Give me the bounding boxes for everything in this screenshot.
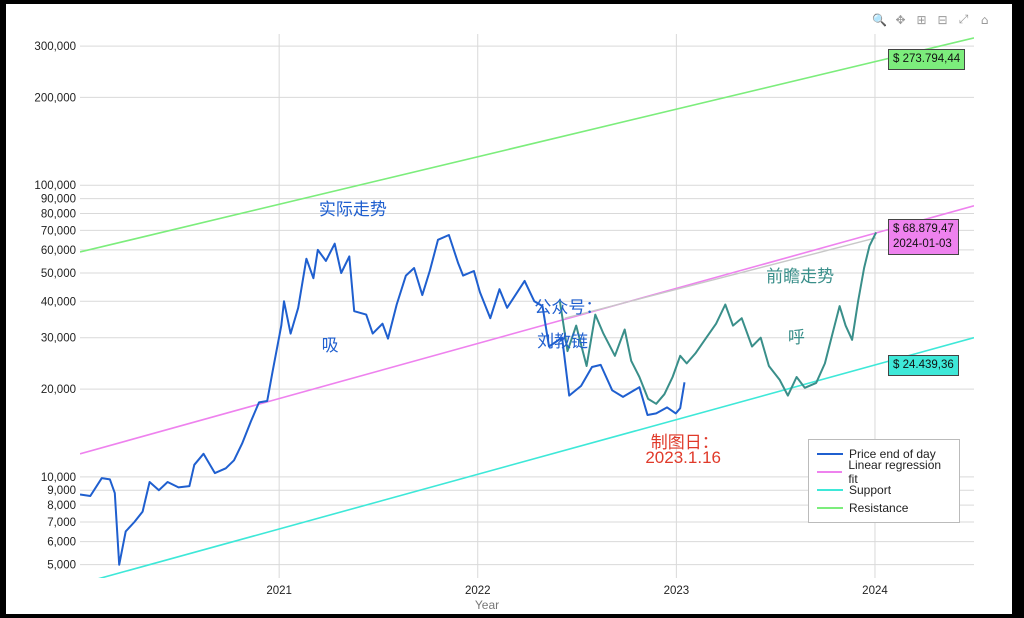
annotation-actual-trend: 实际走势 xyxy=(318,199,387,219)
legend-label: Support xyxy=(849,483,892,497)
annotation-wechat-name: 刘教链 xyxy=(537,331,589,351)
annotation-chart-date-label: 制图日： xyxy=(650,432,719,452)
x-tick-label: 2021 xyxy=(266,585,292,597)
annotation-chart-date: 2023.1.16 xyxy=(645,448,721,468)
chart-toolbar: 🔍 ✥ ⊞ ⊟ ⤢ ⌂ xyxy=(872,12,992,27)
y-tick-label: 100,000 xyxy=(34,180,76,192)
x-tick-label: 2024 xyxy=(862,585,888,597)
resistance-price-tag: $ 273.794,44 xyxy=(888,48,966,70)
y-tick-label: 10,000 xyxy=(41,472,76,484)
annotation-forecast-trend: 前瞻走势 xyxy=(766,267,835,286)
trend-guide-line xyxy=(564,237,877,319)
legend-swatch xyxy=(817,471,843,473)
x-axis-label: Year xyxy=(475,598,499,612)
price-tag-value: $ 24.439,36 xyxy=(893,358,954,371)
price-tag-value: $ 68.879,47 xyxy=(893,223,954,236)
legend-swatch xyxy=(817,489,843,491)
chart-panel: 5,000 6,000 7,000 8,000 9,000 10,000 20,000 30,… xyxy=(6,4,1012,614)
zoom-in-icon[interactable]: ⊞ xyxy=(916,12,927,27)
legend-label: Resistance xyxy=(849,501,909,515)
annotation-wechat-label: 公众号： xyxy=(534,298,603,318)
y-tick-label: 7,000 xyxy=(47,517,76,529)
resistance-line xyxy=(80,37,974,253)
legend-item-resistance[interactable]: Resistance xyxy=(817,499,951,517)
y-tick-label: 90,000 xyxy=(41,194,76,206)
y-tick-label: 9,000 xyxy=(47,485,76,497)
autoscale-icon[interactable]: ⤢ xyxy=(958,12,969,26)
y-tick-label: 50,000 xyxy=(41,268,76,280)
forecast-series-line xyxy=(558,231,877,405)
pan-icon[interactable]: ✥ xyxy=(895,12,906,27)
y-tick-label: 6,000 xyxy=(47,537,76,549)
y-tick-label: 8,000 xyxy=(47,500,76,512)
price-series-line xyxy=(80,234,686,566)
support-price-tag: $ 24.439,36 xyxy=(888,354,959,376)
x-tick-label: 2022 xyxy=(465,585,491,597)
y-tick-label: 30,000 xyxy=(41,333,76,345)
zoom-icon[interactable]: 🔍 xyxy=(872,12,887,27)
y-tick-label: 80,000 xyxy=(41,208,76,220)
zoom-out-icon[interactable]: ⊟ xyxy=(937,12,948,27)
legend-item-support[interactable]: Support xyxy=(817,481,951,499)
y-tick-label: 60,000 xyxy=(41,245,76,257)
legend-label: Linear regression fit xyxy=(848,458,942,486)
y-tick-label: 200,000 xyxy=(34,92,76,104)
legend-item-price[interactable]: Price end of day xyxy=(817,445,951,463)
y-tick-label: 20,000 xyxy=(41,384,76,396)
annotation-sell: 呼 xyxy=(787,327,805,347)
regression-price-tag: $ 68.879,47 2024-01-03 xyxy=(888,219,959,256)
annotation-buy: 吸 xyxy=(321,336,339,355)
regression-line xyxy=(80,205,974,455)
legend-swatch xyxy=(817,507,843,509)
legend-item-regression[interactable]: Linear regression fit xyxy=(817,458,951,486)
y-tick-label: 300,000 xyxy=(34,41,76,53)
y-tick-label: 40,000 xyxy=(41,296,76,308)
chart-legend: Price end of day Linear regression fit S… xyxy=(808,439,960,523)
home-icon[interactable]: ⌂ xyxy=(980,12,989,27)
price-tag-value: $ 273.794,44 xyxy=(893,52,961,65)
y-tick-label: 5,000 xyxy=(47,560,76,572)
price-tag-date: 2024-01-03 xyxy=(893,238,952,251)
support-line xyxy=(98,336,974,578)
y-tick-label: 70,000 xyxy=(41,225,76,237)
legend-label: Price end of day xyxy=(849,447,936,461)
legend-swatch xyxy=(817,453,843,455)
x-tick-label: 2023 xyxy=(664,585,690,597)
